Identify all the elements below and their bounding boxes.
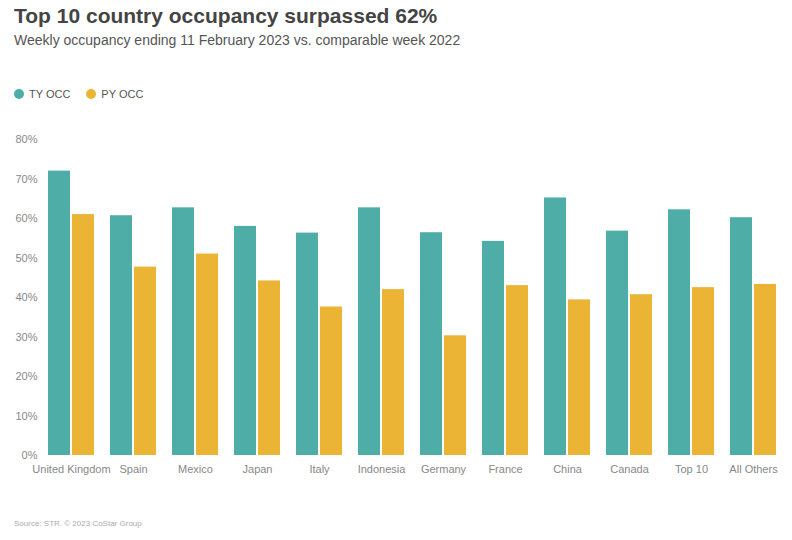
- html-text:Top 10 country occupancy surpa: Top 10 country occupancy surpassed 62%: [14, 4, 438, 27]
- svg-text:Germany: Germany: [421, 463, 467, 475]
- svg-text:Canada: Canada: [610, 463, 649, 475]
- html-text:PY OCC: PY OCC: [101, 88, 144, 100]
- svg-text:Indonesia: Indonesia: [358, 463, 407, 475]
- svg-text:France: France: [488, 463, 522, 475]
- svg-text:50%: 50%: [15, 252, 37, 264]
- svg-text:0%: 0%: [22, 449, 38, 461]
- svg-text:China: China: [553, 463, 583, 475]
- svg-text:20%: 20%: [15, 370, 37, 382]
- svg-text:Mexico: Mexico: [178, 463, 213, 475]
- svg-text:Spain: Spain: [119, 463, 147, 475]
- svg-text:60%: 60%: [15, 212, 37, 224]
- svg-text:40%: 40%: [15, 291, 37, 303]
- svg-text:70%: 70%: [15, 173, 37, 185]
- svg-text:80%: 80%: [15, 133, 37, 145]
- html-text:Weekly occupancy ending 11 Feb: Weekly occupancy ending 11 February 2023…: [14, 32, 461, 48]
- html-text:Source: STR. © 2023 CoStar Gro: Source: STR. © 2023 CoStar Group: [14, 519, 142, 528]
- svg-text:Top 10: Top 10: [675, 463, 708, 475]
- svg-text:Japan: Japan: [243, 463, 273, 475]
- svg-text:30%: 30%: [15, 331, 37, 343]
- svg-text:10%: 10%: [15, 410, 37, 422]
- svg-text:All Others: All Others: [729, 463, 778, 475]
- svg-text:Italy: Italy: [309, 463, 330, 475]
- svg-text:United Kingdom: United Kingdom: [32, 463, 110, 475]
- html-text:TY OCC: TY OCC: [29, 88, 71, 100]
